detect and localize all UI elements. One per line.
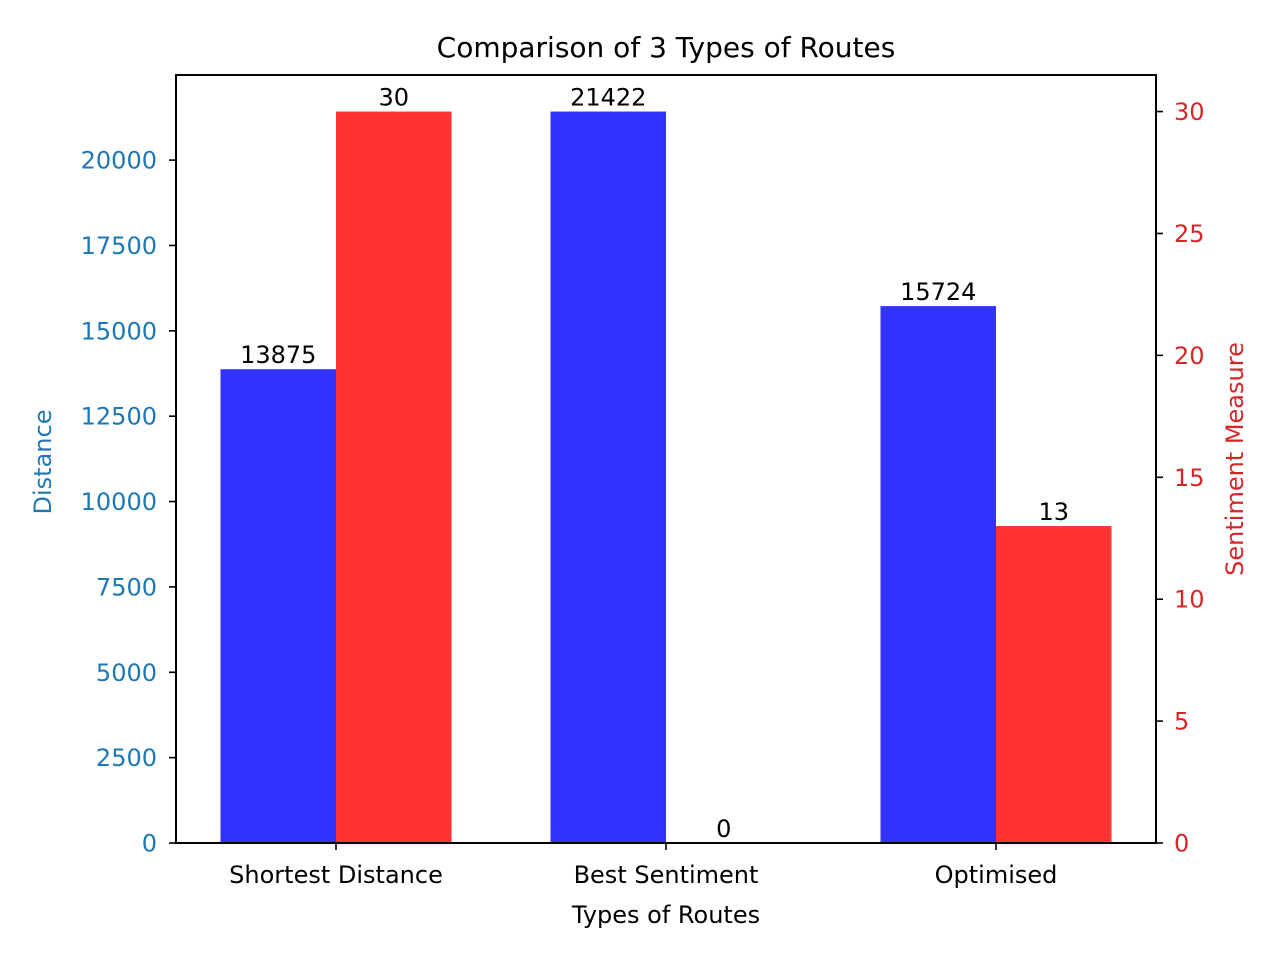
data-label-right-1: 0 — [716, 815, 731, 843]
left-tick-label: 5000 — [96, 659, 157, 687]
data-label-right-2: 13 — [1038, 498, 1069, 526]
data-label-left-1: 21422 — [570, 84, 646, 112]
left-tick-label: 17500 — [81, 232, 157, 260]
bar-left-0 — [220, 369, 336, 843]
right-y-axis: 0 5 10 15 20 25 30 — [1156, 98, 1205, 858]
bars-group — [220, 111, 1112, 844]
left-tick-label: 20000 — [81, 147, 157, 175]
right-y-axis-label: Sentiment Measure — [1221, 342, 1249, 576]
bar-left-1 — [550, 111, 666, 844]
data-labels-group: 13875 21422 15724 30 0 13 — [240, 84, 1069, 843]
left-tick-label: 15000 — [81, 317, 157, 345]
right-tick-label: 20 — [1174, 342, 1205, 370]
right-tick-label: 30 — [1174, 98, 1205, 126]
x-axis: Shortest Distance Best Sentiment Optimised — [229, 843, 1057, 889]
x-axis-label: Types of Routes — [571, 901, 760, 929]
right-tick-label: 0 — [1174, 830, 1189, 858]
bar-right-2 — [996, 526, 1112, 843]
left-tick-label: 2500 — [96, 744, 157, 772]
left-tick-label: 7500 — [96, 573, 157, 601]
left-tick-label: 12500 — [81, 403, 157, 431]
right-tick-label: 5 — [1174, 708, 1189, 736]
left-y-axis: 0 2500 5000 7500 10000 12500 15000 17500 20000 — [81, 147, 176, 858]
bar-right-0 — [336, 111, 452, 844]
x-tick-label: Shortest Distance — [229, 861, 443, 889]
right-tick-label: 25 — [1174, 220, 1205, 248]
x-tick-label: Optimised — [935, 861, 1058, 889]
right-tick-label: 10 — [1174, 586, 1205, 614]
bar-left-2 — [880, 306, 996, 843]
left-y-axis-label: Distance — [29, 410, 57, 515]
x-tick-label: Best Sentiment — [574, 861, 759, 889]
data-label-left-2: 15724 — [900, 278, 976, 306]
data-label-left-0: 13875 — [240, 341, 316, 369]
chart-title: Comparison of 3 Types of Routes — [437, 31, 896, 64]
left-tick-label: 0 — [142, 830, 157, 858]
left-tick-label: 10000 — [81, 488, 157, 516]
right-tick-label: 15 — [1174, 464, 1205, 492]
data-label-right-0: 30 — [378, 84, 409, 112]
